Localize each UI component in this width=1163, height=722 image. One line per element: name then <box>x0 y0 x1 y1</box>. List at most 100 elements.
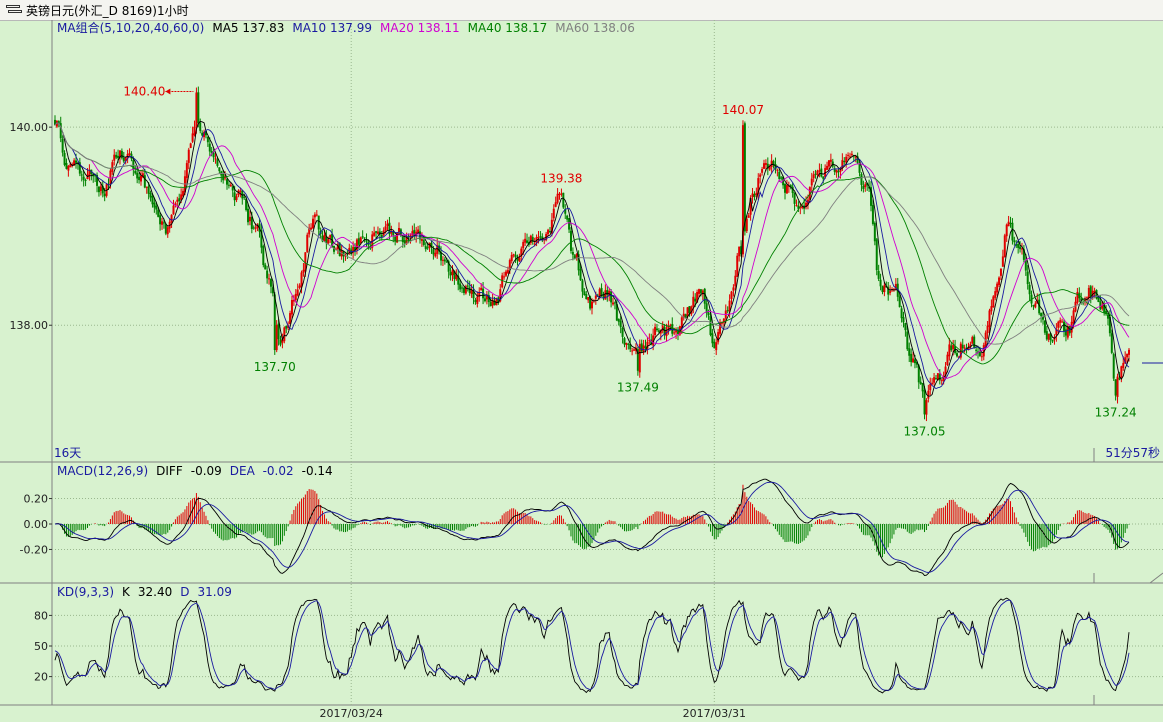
candle-down <box>84 179 87 181</box>
ma40-line <box>54 122 1130 365</box>
candle-down <box>449 272 452 276</box>
candle-up <box>1126 353 1129 358</box>
candle-down <box>843 160 846 163</box>
candle-up <box>963 347 966 349</box>
dea-line <box>54 481 1130 573</box>
candle-down <box>1043 320 1046 333</box>
candle-up <box>560 193 563 195</box>
kd-panel[interactable] <box>54 597 1130 694</box>
candle-up <box>936 373 939 381</box>
candle-down <box>606 290 609 295</box>
candle-down <box>231 186 234 191</box>
candle-down <box>216 159 219 166</box>
candle-up <box>948 344 951 357</box>
candle-down <box>363 237 366 239</box>
candle-down <box>149 192 152 198</box>
candle-up <box>1003 235 1006 258</box>
legend-entry: MA60 138.06 <box>555 21 635 35</box>
candle-down <box>80 174 83 176</box>
candle-up <box>980 356 983 358</box>
candle-up <box>971 337 974 344</box>
candle-down <box>317 215 320 230</box>
candle-down <box>1045 331 1048 340</box>
candle-up <box>111 162 114 172</box>
candle-down <box>325 236 328 244</box>
candle-down <box>743 123 746 232</box>
candle-down <box>197 92 200 124</box>
candle-down <box>445 261 448 263</box>
candle-up <box>1057 321 1060 328</box>
legend-entry: K <box>122 585 131 599</box>
candle-down <box>703 288 706 304</box>
candle-up <box>1101 305 1104 309</box>
candle-down <box>271 287 274 294</box>
candle-down <box>63 152 66 165</box>
low-label: 137.49 <box>617 381 659 395</box>
candle-down <box>610 291 613 303</box>
candle-down <box>401 236 404 242</box>
candle-up <box>224 177 227 179</box>
candle-up <box>608 291 611 296</box>
macd-panel[interactable] <box>54 478 1130 576</box>
legend-entry: MA40 138.17 <box>468 21 548 35</box>
candle-down <box>273 294 276 350</box>
candle-up <box>235 196 238 201</box>
candle-down <box>956 353 959 357</box>
candle-down <box>212 152 215 158</box>
candle-up <box>946 354 949 366</box>
candle-up <box>172 205 175 215</box>
candle-up <box>193 126 196 136</box>
candle-down <box>784 183 787 193</box>
candle-down <box>1026 271 1029 285</box>
candle-down <box>919 381 922 384</box>
period-label: 16天 <box>54 446 81 460</box>
candle-up <box>415 231 418 236</box>
candle-up <box>667 325 670 331</box>
window-icon[interactable] <box>6 5 22 15</box>
candle-up <box>512 254 515 256</box>
candle-down <box>252 227 255 229</box>
candle-up <box>889 291 892 293</box>
candle-down <box>1011 222 1014 241</box>
candle-down <box>726 310 729 312</box>
candle-up <box>420 239 423 241</box>
candle-up <box>575 254 578 258</box>
candle-down <box>1089 286 1092 297</box>
candle-up <box>768 166 771 170</box>
candle-up <box>1122 362 1125 368</box>
candle-down <box>1028 284 1031 295</box>
candle-up <box>174 203 177 206</box>
candle-down <box>206 136 209 143</box>
candle-up <box>994 291 997 298</box>
candle-down <box>1106 314 1109 319</box>
candle-down <box>375 231 378 233</box>
candle-up <box>1124 357 1127 364</box>
candle-down <box>1019 246 1022 250</box>
chart-area[interactable]: 140.40 137.70 139.38 137.49 140.07 137.05 137.… <box>0 20 1163 722</box>
candle-down <box>583 291 586 296</box>
candle-down <box>814 173 817 175</box>
candle-down <box>934 378 937 380</box>
candle-down <box>516 257 519 261</box>
candle-down <box>975 349 978 351</box>
candle-up <box>396 233 399 243</box>
candle-up <box>552 208 555 219</box>
candle-down <box>1024 260 1027 271</box>
candle-down <box>902 317 905 323</box>
candle-up <box>591 301 593 309</box>
candle-up <box>808 187 811 200</box>
candle-up <box>451 270 454 276</box>
candle-up <box>166 227 169 235</box>
candle-up <box>661 325 664 331</box>
candle-up <box>745 218 748 232</box>
candle-up <box>55 120 58 127</box>
candle-up <box>646 341 649 349</box>
candle-down <box>1040 313 1043 316</box>
candle-down <box>493 300 496 305</box>
candle-down <box>873 222 876 242</box>
candle-down <box>392 231 395 236</box>
candle-up <box>118 150 121 158</box>
candle-down <box>243 196 246 198</box>
candle-down <box>247 208 250 223</box>
price-panel[interactable]: 140.40 137.70 139.38 137.49 140.07 137.05 137.… <box>54 85 1137 439</box>
